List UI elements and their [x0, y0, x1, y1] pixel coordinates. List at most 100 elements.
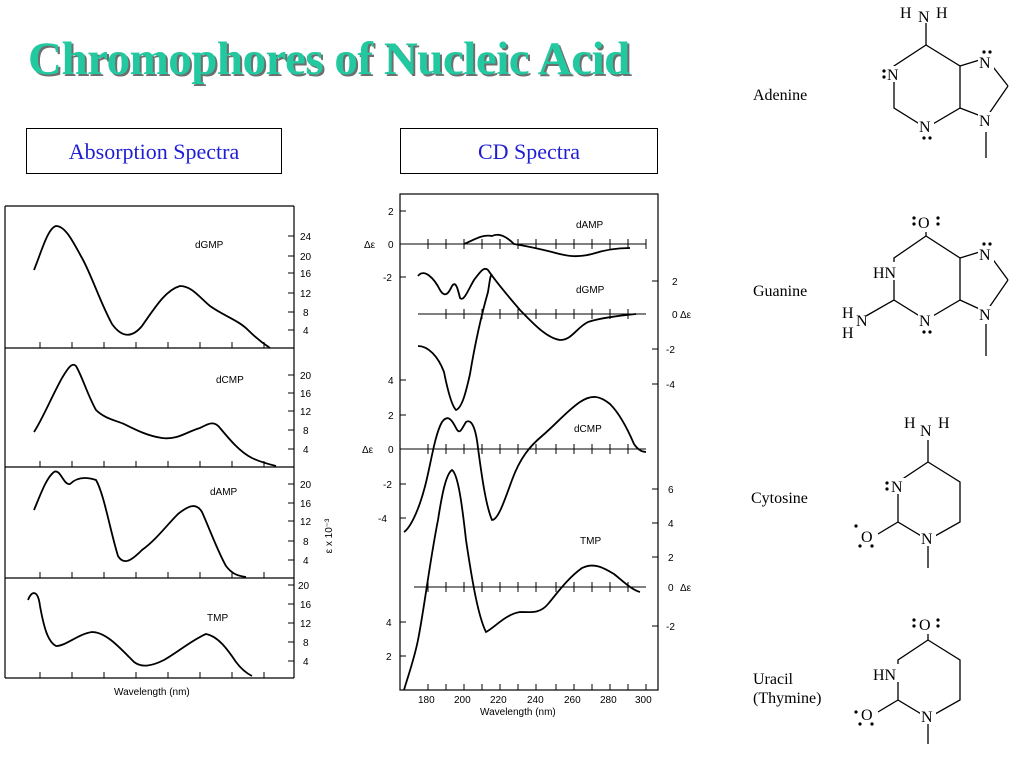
cd-left-tick-m2: -2: [383, 273, 392, 284]
adenine-h2: H: [936, 5, 948, 22]
cd-label-dcmp: dCMP: [574, 424, 602, 435]
cd-left-tick-2: 2: [388, 207, 394, 218]
cd-t-tick-m2: -2: [666, 622, 675, 633]
cd-g-tick-2: 2: [672, 277, 678, 288]
cd-spectra-text: CD Spectra: [477, 139, 581, 164]
cd-frame-rect: [399, 193, 659, 691]
guanine-n7: N: [979, 247, 991, 264]
damp-tick-0: 20: [300, 480, 312, 491]
dcmp-tick-3: 8: [303, 426, 309, 437]
cd-t-tick-4: 4: [668, 519, 674, 530]
uracil-structure: Uracil (Thymine) O HN O N: [753, 614, 961, 744]
cd-c-tick-m4: -4: [378, 514, 387, 525]
tmp-tick-2: 12: [300, 619, 312, 630]
cd-x-tick-220: 220: [490, 695, 507, 706]
cd-c-tick-2: 2: [388, 411, 394, 422]
absorption-spectra-text: Absorption Spectra: [68, 139, 240, 164]
cytosine-n4: N: [920, 423, 932, 440]
absorption-y-label: ε x 10⁻³: [324, 518, 335, 553]
dgmp-tick-5: 4: [303, 326, 309, 337]
cd-x-tick-260: 260: [564, 695, 581, 706]
thymine-name: (Thymine): [753, 690, 821, 707]
uracil-name: Uracil: [753, 671, 794, 688]
cytosine-h1: H: [904, 415, 916, 432]
dgmp-tick-2: 16: [300, 269, 312, 280]
dgmp-absorption-curve: [33, 225, 271, 349]
cd-x-label: Wavelength (nm): [480, 707, 556, 718]
cytosine-n3: N: [891, 479, 903, 496]
guanine-name: Guanine: [753, 283, 807, 300]
adenine-h1: H: [900, 5, 912, 22]
damp-tick-2: 12: [300, 517, 312, 528]
cd-c-tick-m2: -2: [383, 480, 392, 491]
dcmp-tick-1: 16: [300, 389, 312, 400]
cd-t-tick-0: 0: [668, 583, 674, 594]
cd-x-tick-200: 200: [454, 695, 471, 706]
dgmp-tick-0: 24: [300, 232, 312, 243]
cytosine-h2: H: [938, 415, 950, 432]
cd-left-tick-0: 0: [388, 240, 394, 251]
guanine-structure: Guanine O HN N N N H N H: [753, 212, 1009, 356]
cd-label-tmp: TMP: [580, 536, 601, 547]
dcmp-cd-curve-2: [403, 396, 647, 533]
cytosine-name: Cytosine: [751, 490, 808, 507]
dcmp-absorption-curve: [33, 363, 277, 467]
guanine-h-a: H: [842, 305, 854, 322]
dgmp-tick-1: 20: [300, 252, 312, 263]
cd-label-damp: dAMP: [576, 220, 604, 231]
tmp-absorption-curve: [27, 592, 253, 677]
damp-tick-3: 8: [303, 537, 309, 548]
adenine-n6: N: [918, 9, 930, 26]
dgmp-tick-4: 8: [303, 308, 309, 319]
dcmp-label: dCMP: [216, 375, 244, 386]
cd-x-tick-180: 180: [418, 695, 435, 706]
cd-g-tick-m4: -4: [666, 380, 675, 391]
tmp-tick-3: 8: [303, 638, 309, 649]
cytosine-structure: Cytosine H N H N O N: [751, 415, 961, 568]
cd-c-tick-0: 0: [388, 445, 394, 456]
cytosine-o2: O: [861, 529, 873, 546]
page-title: Chromophores of Nucleic Acid: [28, 33, 630, 85]
absorption-panels: [4, 205, 295, 679]
delta-epsilon-label-4: Δε: [680, 583, 692, 594]
tmp-label: TMP: [207, 613, 228, 624]
tmp-tick-1: 16: [300, 600, 312, 611]
delta-epsilon-label-3: Δε: [362, 445, 374, 456]
cd-c-tick-4: 4: [388, 376, 394, 387]
uracil-o4: O: [919, 617, 931, 634]
tmp-tick-4: 4: [303, 657, 309, 668]
dgmp-tick-3: 12: [300, 289, 312, 300]
absorption-y-ticks: [288, 235, 294, 662]
tmp-tick-0: 20: [298, 581, 310, 592]
absorption-spectra-label: Absorption Spectra: [26, 128, 282, 174]
absorption-x-ticks: [39, 342, 265, 678]
cd-baselines: [400, 243, 646, 588]
guanine-n9: N: [979, 307, 991, 324]
uracil-o2: O: [861, 707, 873, 724]
guanine-o6: O: [918, 215, 930, 232]
guanine-n3: N: [919, 313, 931, 330]
cd-bottom-tick-2: 2: [386, 652, 392, 663]
cd-frame: [399, 193, 659, 691]
cytosine-n1: N: [921, 531, 933, 548]
adenine-n1: N: [887, 67, 899, 84]
absorption-x-label: Wavelength (nm): [114, 687, 190, 698]
cd-t-tick-2: 2: [668, 553, 674, 564]
tmp-cd-curve: [403, 468, 641, 691]
guanine-n1h: HN: [873, 265, 897, 282]
dcmp-cd-curve: [417, 273, 493, 412]
delta-epsilon-label-1: Δε: [364, 240, 376, 251]
dcmp-tick-2: 12: [300, 407, 312, 418]
adenine-n7: N: [979, 55, 991, 72]
damp-tick-4: 4: [303, 556, 309, 567]
cd-t-tick-6: 6: [668, 485, 674, 496]
guanine-h-b: H: [842, 325, 854, 342]
cd-label-dgmp: dGMP: [576, 285, 605, 296]
damp-cd-curve: [463, 233, 631, 258]
cd-x-tick-300: 300: [635, 695, 652, 706]
cd-g-tick-0: 0: [672, 310, 678, 321]
damp-label: dAMP: [210, 487, 238, 498]
